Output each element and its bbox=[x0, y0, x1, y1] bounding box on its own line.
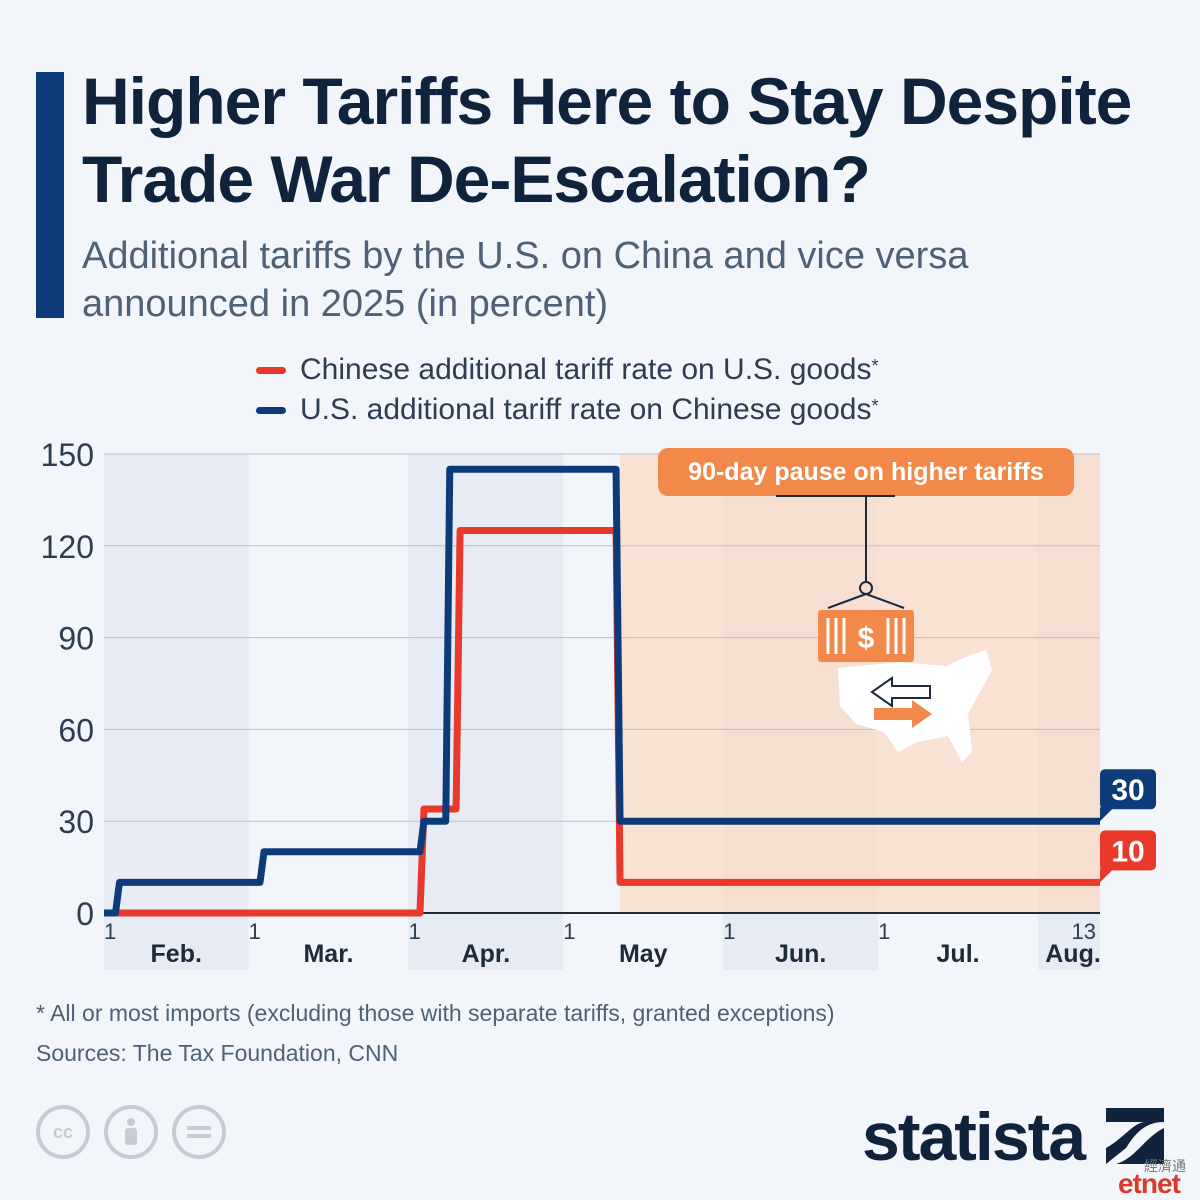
creative-commons-icon: cc bbox=[36, 1105, 90, 1159]
y-tick-label: 90 bbox=[58, 621, 94, 657]
attribution-person-icon bbox=[104, 1105, 158, 1159]
statista-logo-text: statista bbox=[862, 1099, 1086, 1175]
x-tick-day: 13 bbox=[1072, 919, 1096, 944]
series-line-us bbox=[104, 465, 1100, 917]
legend-footnote-mark: * bbox=[871, 355, 879, 376]
watermark-chinese: 經濟通 bbox=[1144, 1158, 1186, 1174]
us-map-icon bbox=[838, 650, 992, 762]
end-label-china: 10 bbox=[1100, 830, 1156, 883]
y-tick-label: 60 bbox=[58, 712, 94, 748]
series-line-china bbox=[104, 527, 1100, 917]
legend-label-us: U.S. additional tariff rate on Chinese g… bbox=[300, 393, 872, 426]
month-band bbox=[104, 454, 249, 970]
footnote: * All or most imports (excluding those w… bbox=[36, 1000, 835, 1026]
legend-label-china: Chinese additional tariff rate on U.S. g… bbox=[300, 353, 872, 386]
x-tick-day: 1 bbox=[408, 919, 420, 944]
x-tick-month: Jul. bbox=[937, 940, 980, 968]
legend-item-us: U.S. additional tariff rate on Chinese g… bbox=[256, 390, 878, 430]
x-tick-month: May bbox=[619, 940, 668, 968]
x-tick-month: Feb. bbox=[151, 940, 202, 968]
chart-legend: Chinese additional tariff rate on U.S. g… bbox=[256, 350, 878, 430]
license-icons: cc bbox=[36, 1105, 226, 1159]
y-tick-label: 30 bbox=[58, 804, 94, 840]
legend-item-china: Chinese additional tariff rate on U.S. g… bbox=[256, 350, 878, 390]
end-label-us-box bbox=[1100, 769, 1156, 810]
x-tick-day: 1 bbox=[878, 919, 890, 944]
end-label-china-box bbox=[1100, 830, 1156, 871]
shipping-container-dollar-icon: $ bbox=[818, 610, 914, 662]
end-label-china-pointer bbox=[1100, 868, 1114, 883]
x-tick-day: 1 bbox=[563, 919, 575, 944]
month-band bbox=[408, 454, 564, 970]
subtitle: Additional tariffs by the U.S. on China … bbox=[82, 235, 969, 325]
y-tick-label: 120 bbox=[41, 529, 94, 565]
legend-swatch-us bbox=[256, 406, 286, 414]
x-tick-month: Apr. bbox=[462, 940, 511, 968]
end-label-us-pointer bbox=[1100, 807, 1114, 822]
end-label-us-text: 30 bbox=[1111, 774, 1144, 807]
svg-text:$: $ bbox=[858, 622, 875, 655]
x-tick-day: 1 bbox=[723, 919, 735, 944]
legend-swatch-china bbox=[256, 366, 286, 374]
tariff-line-chart: 0 30 60 90 120 150 1 Feb. 1 Mar. 1 Apr. 1 May 1 Jun. 1 J… bbox=[41, 437, 1156, 970]
x-tick-month: Jun. bbox=[775, 940, 826, 968]
watermark-etnet: etnet bbox=[1118, 1168, 1181, 1199]
y-tick-label: 150 bbox=[41, 437, 94, 473]
x-tick-month: Aug. bbox=[1045, 940, 1101, 968]
page-title: Higher Tariffs Here to Stay Despite Trad… bbox=[82, 64, 1132, 216]
sources: Sources: The Tax Foundation, CNN bbox=[36, 1040, 399, 1066]
pause-label: 90-day pause on higher tariffs bbox=[688, 458, 1044, 486]
end-label-us: 30 bbox=[1100, 769, 1156, 822]
y-tick-label: 0 bbox=[76, 896, 94, 932]
statista-logo-icon bbox=[1106, 1108, 1164, 1164]
end-label-china-text: 10 bbox=[1111, 835, 1144, 868]
x-tick-day: 1 bbox=[248, 919, 260, 944]
x-tick-month: Mar. bbox=[303, 940, 353, 968]
pause-label-box bbox=[658, 448, 1074, 496]
title-accent-bar bbox=[36, 72, 64, 318]
pause-annotation: 90-day pause on higher tariffs $ bbox=[658, 448, 1074, 762]
legend-footnote-mark: * bbox=[871, 395, 879, 416]
x-tick-day: 1 bbox=[104, 919, 116, 944]
no-derivatives-icon bbox=[172, 1105, 226, 1159]
